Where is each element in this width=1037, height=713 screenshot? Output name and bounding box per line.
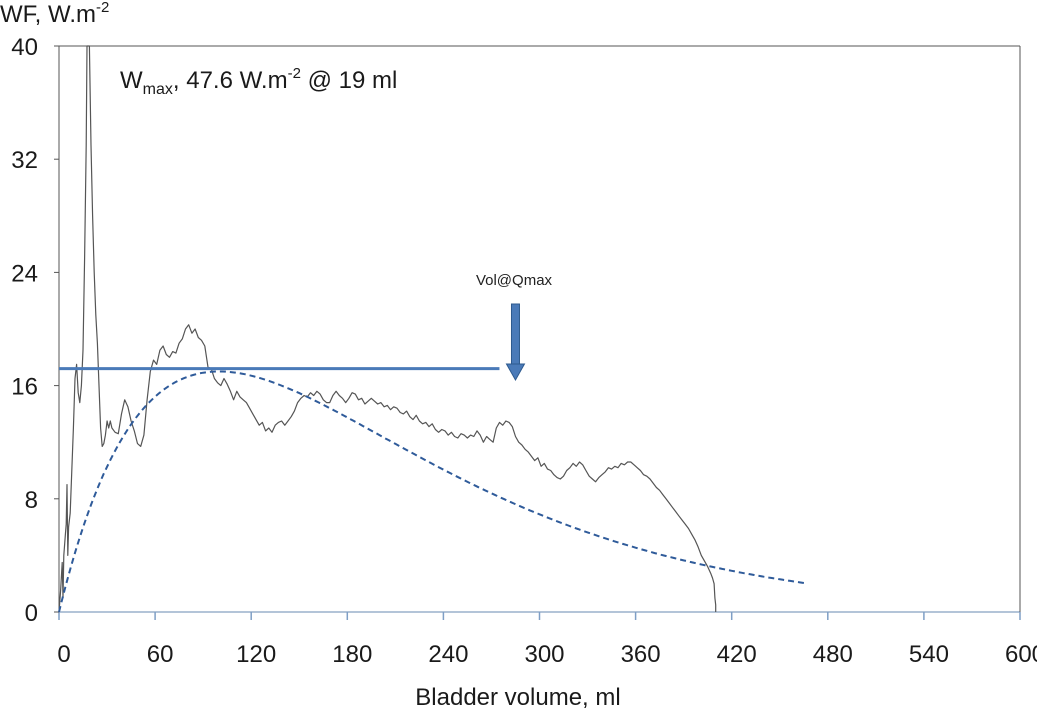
y-tick-label: 16 xyxy=(11,374,38,401)
x-axis-ticks: 0 60 120 180 240 300 360 420 480 540 600 xyxy=(57,612,1037,668)
x-tick-label: 120 xyxy=(236,641,276,668)
wmax-annotation: Wmax, 47.6 W.m-2 @ 19 ml xyxy=(120,65,397,98)
y-tick-label: 40 xyxy=(11,34,38,61)
x-tick-label: 360 xyxy=(621,641,661,668)
x-axis-label: Bladder volume, ml xyxy=(415,684,620,711)
y-tick-label: 32 xyxy=(11,147,38,174)
arrow-head xyxy=(505,363,526,382)
x-tick-label: 60 xyxy=(147,641,174,668)
y-axis-label: WF, W.m-2 xyxy=(0,0,109,28)
x-tick-label: 0 xyxy=(57,641,70,668)
overlay-layer xyxy=(59,303,526,382)
x-tick-label: 540 xyxy=(909,641,949,668)
series-layer xyxy=(58,45,806,613)
y-axis-ticks: 0 8 16 24 32 40 xyxy=(11,34,59,627)
x-tick-label: 420 xyxy=(717,641,757,668)
vol-qmax-label: Vol@Qmax xyxy=(476,272,553,289)
y-tick-label: 8 xyxy=(25,487,38,514)
x-tick-label: 480 xyxy=(813,641,853,668)
arrow-shaft xyxy=(510,303,520,365)
fitted-curve xyxy=(58,370,806,613)
plot-frame xyxy=(58,45,1021,613)
x-tick-label: 300 xyxy=(524,641,564,668)
x-tick-label: 180 xyxy=(332,641,372,668)
vol-qmax-arrow xyxy=(505,303,526,382)
y-tick-label: 24 xyxy=(11,260,38,287)
x-tick-label: 600 xyxy=(1005,641,1037,668)
y-tick-label: 0 xyxy=(25,600,38,627)
x-tick-label: 240 xyxy=(428,641,468,668)
work-factor-trace xyxy=(58,45,717,613)
